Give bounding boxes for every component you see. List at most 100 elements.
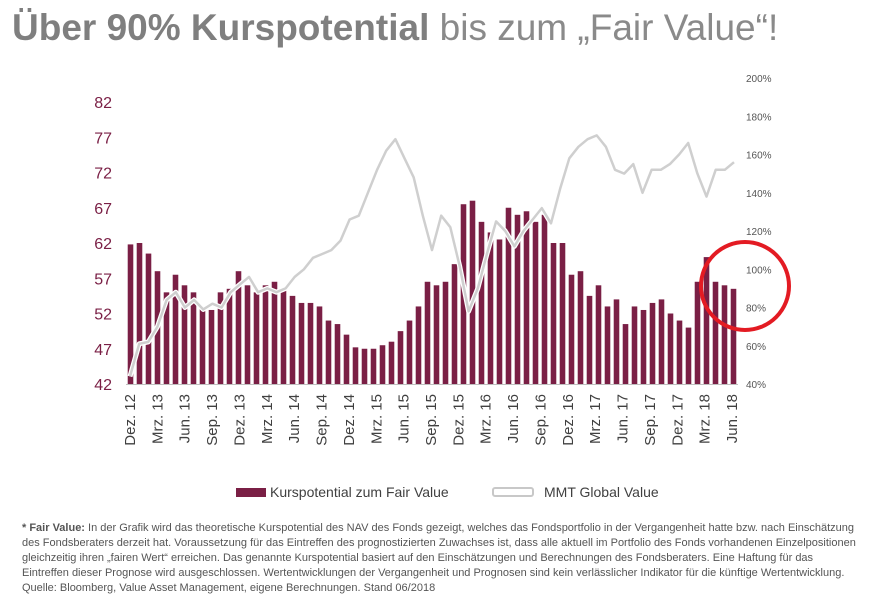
bar <box>379 345 386 384</box>
x-tick-label: Sep. 16 <box>533 394 550 446</box>
highlight-circle <box>699 240 791 332</box>
bar <box>307 302 314 384</box>
bar <box>451 264 458 384</box>
bar <box>730 288 737 384</box>
bar <box>181 285 188 384</box>
bar <box>325 320 332 384</box>
y-left-tick-label: 67 <box>94 201 112 218</box>
bar <box>532 221 539 384</box>
bar <box>595 285 602 384</box>
series-line <box>128 134 735 377</box>
bar <box>163 292 170 384</box>
x-tick-label: Sep. 15 <box>423 394 440 446</box>
y-left-tick-label: 62 <box>94 236 112 253</box>
bar <box>298 302 305 384</box>
bar <box>613 299 620 384</box>
bar <box>541 214 548 384</box>
chart-legend: Kurspotential zum Fair Value MMT Global … <box>0 484 894 506</box>
bar <box>316 306 323 384</box>
x-tick-label: Dez. 15 <box>450 394 467 446</box>
x-tick-label: Dez. 14 <box>341 394 358 446</box>
x-tick-label: Dez. 16 <box>560 394 577 446</box>
bar <box>568 274 575 384</box>
bar <box>244 285 251 384</box>
bar <box>145 253 152 384</box>
legend-label-bar: Kurspotential zum Fair Value <box>270 484 449 500</box>
bar <box>415 306 422 384</box>
bar <box>694 281 701 384</box>
y-left-tick-label: 72 <box>94 166 112 183</box>
y-left-tick-label: 57 <box>94 271 112 288</box>
bar <box>262 285 269 384</box>
x-tick-label: Sep. 17 <box>642 394 659 446</box>
bar <box>523 211 530 384</box>
bar <box>172 274 179 384</box>
bar <box>343 334 350 384</box>
x-tick-label: Mrz. 13 <box>149 394 166 444</box>
bar <box>190 292 197 384</box>
bar <box>289 295 296 385</box>
y-left-tick-label: 77 <box>94 130 112 147</box>
y-right-tick-label: 180% <box>746 112 772 123</box>
bar <box>208 309 215 384</box>
bar <box>487 232 494 384</box>
bar <box>136 243 143 384</box>
chart-svg: 42 47 52 57 62 67 72 77 82 40% 60% 80% 100% 120% 140% 1… <box>94 74 791 446</box>
x-tick-label: Mrz. 17 <box>587 394 604 444</box>
bar <box>370 348 377 384</box>
x-tick-label: Mrz. 16 <box>478 394 495 444</box>
bar <box>658 299 665 384</box>
bar <box>496 239 503 384</box>
footnote: * Fair Value: In der Grafik wird das the… <box>22 521 860 596</box>
bar <box>640 309 647 384</box>
y-right-tick-label: 160% <box>746 151 772 162</box>
bar <box>685 327 692 384</box>
x-tick-label: Jun. 18 <box>724 394 741 443</box>
bar <box>271 281 278 384</box>
legend-item-line: MMT Global Value <box>492 484 659 500</box>
bar <box>235 271 242 384</box>
x-tick-label: Dez. 12 <box>122 394 139 446</box>
y-right-tick-label: 60% <box>746 342 766 353</box>
bar <box>388 341 395 384</box>
bar <box>361 348 368 384</box>
x-tick-label: Jun. 14 <box>286 394 303 443</box>
bar <box>721 285 728 384</box>
x-tick-label: Mrz. 18 <box>697 394 714 444</box>
x-tick-label: Mrz. 14 <box>259 394 276 444</box>
y-right-tick-label: 80% <box>746 304 766 315</box>
y-right-tick-label: 120% <box>746 227 772 238</box>
bar <box>622 324 629 384</box>
headline-rest: bis zum „Fair Value“! <box>429 7 779 48</box>
legend-item-bar: Kurspotential zum Fair Value <box>236 484 449 500</box>
bar <box>676 320 683 384</box>
bar <box>550 243 557 384</box>
bar <box>127 244 134 384</box>
x-tick-label: Dez. 13 <box>232 394 249 446</box>
bar <box>253 292 260 384</box>
y-right-tick-label: 140% <box>746 189 772 200</box>
bar <box>649 302 656 384</box>
x-tick-label: Mrz. 15 <box>368 394 385 444</box>
bar <box>514 214 521 384</box>
x-tick-label: Jun. 17 <box>615 394 632 443</box>
bar <box>478 221 485 384</box>
bar <box>559 243 566 384</box>
y-right-tick-label: 200% <box>746 74 772 85</box>
bar <box>703 257 710 384</box>
x-tick-label: Jun. 13 <box>177 394 194 443</box>
x-tick-label: Jun. 15 <box>396 394 413 443</box>
bar <box>199 306 206 384</box>
bar <box>712 281 719 384</box>
y-left-tick-label: 52 <box>94 307 112 324</box>
headline-bold: Über 90% Kurspotential <box>12 7 430 48</box>
y-left-tick-label: 47 <box>94 342 112 359</box>
bar <box>397 331 404 385</box>
bar <box>226 288 233 384</box>
footnote-lead: * Fair Value: <box>22 522 85 534</box>
legend-label-line: MMT Global Value <box>544 484 659 500</box>
legend-swatch-line <box>492 487 534 497</box>
chart-headline: Über 90% Kurspotential bis zum „Fair Val… <box>12 6 890 50</box>
bar <box>424 281 431 384</box>
legend-swatch-bar <box>236 487 266 497</box>
